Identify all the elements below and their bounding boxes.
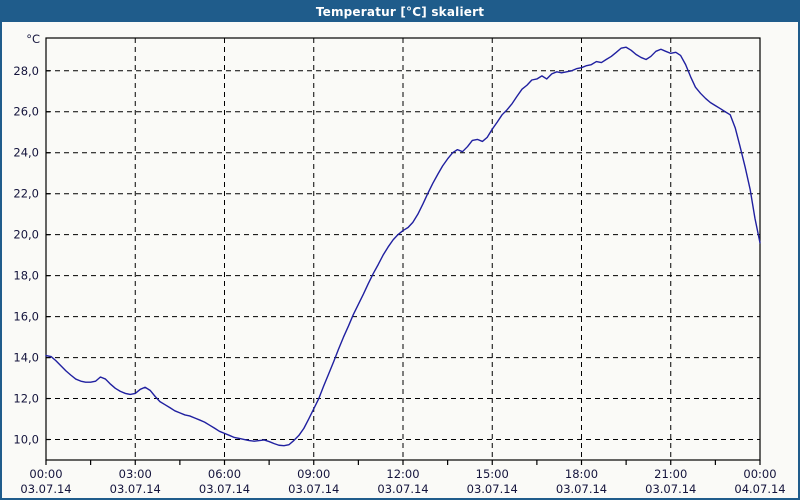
x-tick-date-label: 03.07.14	[377, 482, 428, 496]
plot-background	[2, 22, 798, 498]
y-tick-label: 18,0	[13, 269, 39, 283]
chart-canvas: °C 10,0 12,0 14,0 16,0 18,0 20,0 22,0 24,0 26,0 2…	[2, 22, 798, 498]
x-gridlines	[134, 38, 672, 460]
y-tick-label: 14,0	[13, 351, 39, 365]
y-tick-labels: 10,0 12,0 14,0 16,0 18,0 20,0 22,0 24,0 26,0 28,0	[13, 64, 50, 447]
plot-frame	[45, 37, 761, 461]
y-axis-unit-label: °C	[26, 32, 40, 46]
y-tick-label: 16,0	[13, 310, 39, 324]
window-title: Temperatur [°C] skaliert	[2, 2, 798, 22]
x-tick-date-label: 03.07.14	[556, 482, 607, 496]
x-tick-time-label: 03:00	[119, 467, 152, 481]
x-tick-date-label: 03.07.14	[199, 482, 250, 496]
x-tick-time-label: 18:00	[565, 467, 598, 481]
x-axis-ticks	[45, 460, 761, 465]
x-tick-time-label: 00:00	[743, 467, 776, 481]
x-tick-time-label: 12:00	[386, 467, 419, 481]
x-tick-date-label: 03.07.14	[467, 482, 518, 496]
x-tick-time-label: 06:00	[208, 467, 241, 481]
x-tick-date-label: 03.07.14	[288, 482, 339, 496]
y-tick-label: 24,0	[13, 146, 39, 160]
y-tick-label: 26,0	[13, 105, 39, 119]
x-tick-date-label: 03.07.14	[20, 482, 71, 496]
temperature-line-chart: °C 10,0 12,0 14,0 16,0 18,0 20,0 22,0 24,0 26,0 2…	[2, 22, 798, 498]
y-gridlines	[46, 70, 760, 441]
y-tick-label: 28,0	[13, 64, 39, 78]
x-tick-time-label: 00:00	[29, 467, 62, 481]
x-tick-time-label: 09:00	[297, 467, 330, 481]
x-tick-date-label: 04.07.14	[734, 482, 785, 496]
x-tick-date-label: 03.07.14	[645, 482, 696, 496]
x-tick-time-label: 15:00	[476, 467, 509, 481]
x-tick-time-label: 21:00	[654, 467, 687, 481]
y-tick-label: 22,0	[13, 187, 39, 201]
x-tick-date-label: 03.07.14	[110, 482, 161, 496]
y-tick-label: 20,0	[13, 228, 39, 242]
x-tick-labels: 00:0003.07.1403:0003.07.1406:0003.07.140…	[20, 467, 785, 496]
y-tick-label: 10,0	[13, 433, 39, 447]
temperature-series-line	[45, 46, 761, 447]
y-tick-label: 12,0	[13, 392, 39, 406]
